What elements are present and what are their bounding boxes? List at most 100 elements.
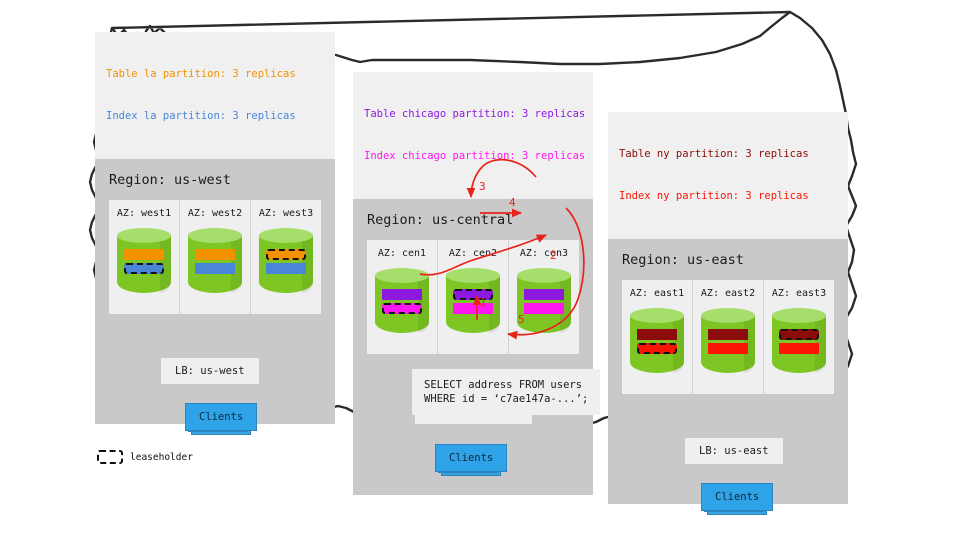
az-east2[interactable]: AZ: east2 (692, 280, 763, 394)
node-cylinder-east2[interactable] (701, 308, 755, 380)
az-strip-us-east: AZ: east1 AZ: east2 (622, 280, 834, 394)
header-line-index: Index chicago partition: 3 replicas (364, 150, 586, 162)
az-label: AZ: east3 (771, 288, 827, 299)
node-cylinder-cen2[interactable] (446, 268, 500, 340)
replica-bars (453, 289, 493, 317)
az-east3[interactable]: AZ: east3 (763, 280, 834, 394)
load-balancer-us-west[interactable]: LB: us-west (161, 358, 259, 384)
flow-arrow-number-4: 4 (509, 196, 516, 209)
replica-bar-table (637, 329, 677, 340)
flow-arrow-number-1: 1 (480, 296, 487, 309)
replica-bar-index-leaseholder (382, 303, 422, 314)
replica-bars (382, 289, 422, 317)
az-west3[interactable]: AZ: west3 (250, 200, 321, 314)
region-title: Region: us-east (622, 252, 744, 268)
replica-bar-table-leaseholder (266, 249, 306, 260)
replica-bar-table (708, 329, 748, 340)
region-panel-us-central: Table chicago partition: 3 replicas Inde… (353, 72, 593, 495)
az-strip-us-west: AZ: west1 AZ: west2 (109, 200, 321, 314)
az-cen2[interactable]: AZ: cen2 (437, 240, 508, 354)
replica-bars (779, 329, 819, 357)
region-body-us-west: Region: us-west AZ: west1 AZ: west2 (95, 159, 335, 435)
replica-bars (524, 289, 564, 317)
cylinder-top (259, 228, 313, 243)
replica-bar-table (124, 249, 164, 260)
region-header-us-west: Table la partition: 3 replicas Index la … (95, 32, 335, 159)
header-line-table: Table chicago partition: 3 replicas (364, 108, 586, 120)
clients-us-west[interactable]: Clients (185, 403, 258, 435)
replica-bars (637, 329, 677, 357)
az-label: AZ: east1 (629, 288, 685, 299)
clients-us-east[interactable]: Clients (701, 483, 774, 515)
node-cylinder-cen1[interactable] (375, 268, 429, 340)
replica-bar-table (195, 249, 235, 260)
cylinder-top (375, 268, 429, 283)
az-cen1[interactable]: AZ: cen1 (367, 240, 437, 354)
az-label: AZ: east2 (700, 288, 756, 299)
replica-bar-index-leaseholder (637, 343, 677, 354)
replica-bars (266, 249, 306, 277)
clients-us-central[interactable]: Clients (435, 444, 508, 476)
clients-label[interactable]: Clients (701, 483, 774, 511)
header-line-index: Index ny partition: 3 replicas (619, 190, 809, 202)
region-header-us-central: Table chicago partition: 3 replicas Inde… (353, 72, 593, 199)
node-cylinder-west2[interactable] (188, 228, 242, 300)
az-strip-us-central: AZ: cen1 AZ: cen2 (367, 240, 579, 354)
replica-bars (195, 249, 235, 277)
region-body-us-east: Region: us-east AZ: east1 AZ: east2 (608, 239, 848, 515)
replica-bars (708, 329, 748, 357)
header-line-table: Table la partition: 3 replicas (106, 68, 296, 80)
az-label: AZ: west2 (187, 208, 243, 219)
clients-label[interactable]: Clients (185, 403, 258, 431)
region-body-us-central: Region: us-central AZ: cen1 AZ: cen2 (353, 199, 593, 495)
az-label: AZ: cen2 (448, 248, 498, 259)
az-west1[interactable]: AZ: west1 (109, 200, 179, 314)
replica-bar-index-leaseholder (124, 263, 164, 274)
replica-bar-table-leaseholder (779, 329, 819, 340)
region-panel-us-west: Table la partition: 3 replicas Index la … (95, 32, 335, 435)
replica-bar-table (524, 289, 564, 300)
node-cylinder-cen3[interactable] (517, 268, 571, 340)
az-label: AZ: cen1 (377, 248, 427, 259)
clients-label[interactable]: Clients (435, 444, 508, 472)
az-label: AZ: cen3 (519, 248, 569, 259)
replica-bar-table-leaseholder (453, 289, 493, 300)
az-label: AZ: west3 (258, 208, 314, 219)
region-title: Region: us-west (109, 172, 231, 188)
load-balancer-us-east[interactable]: LB: us-east (685, 438, 783, 464)
replica-bar-table (382, 289, 422, 300)
node-cylinder-east1[interactable] (630, 308, 684, 380)
sql-query-box: SELECT address FROM users WHERE id = ‘c7… (412, 369, 601, 415)
region-header-us-east: Table ny partition: 3 replicas Index ny … (608, 112, 848, 239)
replica-bar-index (779, 343, 819, 354)
leaseholder-dashed-box-icon (97, 450, 123, 464)
az-label: AZ: west1 (116, 208, 172, 219)
replica-bars (124, 249, 164, 277)
az-east1[interactable]: AZ: east1 (622, 280, 692, 394)
node-cylinder-west1[interactable] (117, 228, 171, 300)
cylinder-top (630, 308, 684, 323)
cylinder-top (772, 308, 826, 323)
cylinder-top (701, 308, 755, 323)
flow-arrow-number-3: 3 (479, 180, 486, 193)
flow-arrow-number-2: 2 (550, 249, 557, 262)
cylinder-top (517, 268, 571, 283)
replica-bar-index (195, 263, 235, 274)
header-line-index: Index la partition: 3 replicas (106, 110, 296, 122)
cylinder-top (188, 228, 242, 243)
replica-bar-index (453, 303, 493, 314)
az-cen3[interactable]: AZ: cen3 (508, 240, 579, 354)
legend-label: leaseholder (130, 451, 193, 463)
header-line-table: Table ny partition: 3 replicas (619, 148, 809, 160)
az-west2[interactable]: AZ: west2 (179, 200, 250, 314)
node-cylinder-east3[interactable] (772, 308, 826, 380)
legend: leaseholder (97, 450, 193, 464)
replica-bar-index (708, 343, 748, 354)
region-panel-us-east: Table ny partition: 3 replicas Index ny … (608, 112, 848, 515)
replica-bar-index (266, 263, 306, 274)
node-cylinder-west3[interactable] (259, 228, 313, 300)
cylinder-top (446, 268, 500, 283)
replica-bar-index (524, 303, 564, 314)
flow-arrow-number-5: 5 (518, 313, 525, 326)
cylinder-top (117, 228, 171, 243)
